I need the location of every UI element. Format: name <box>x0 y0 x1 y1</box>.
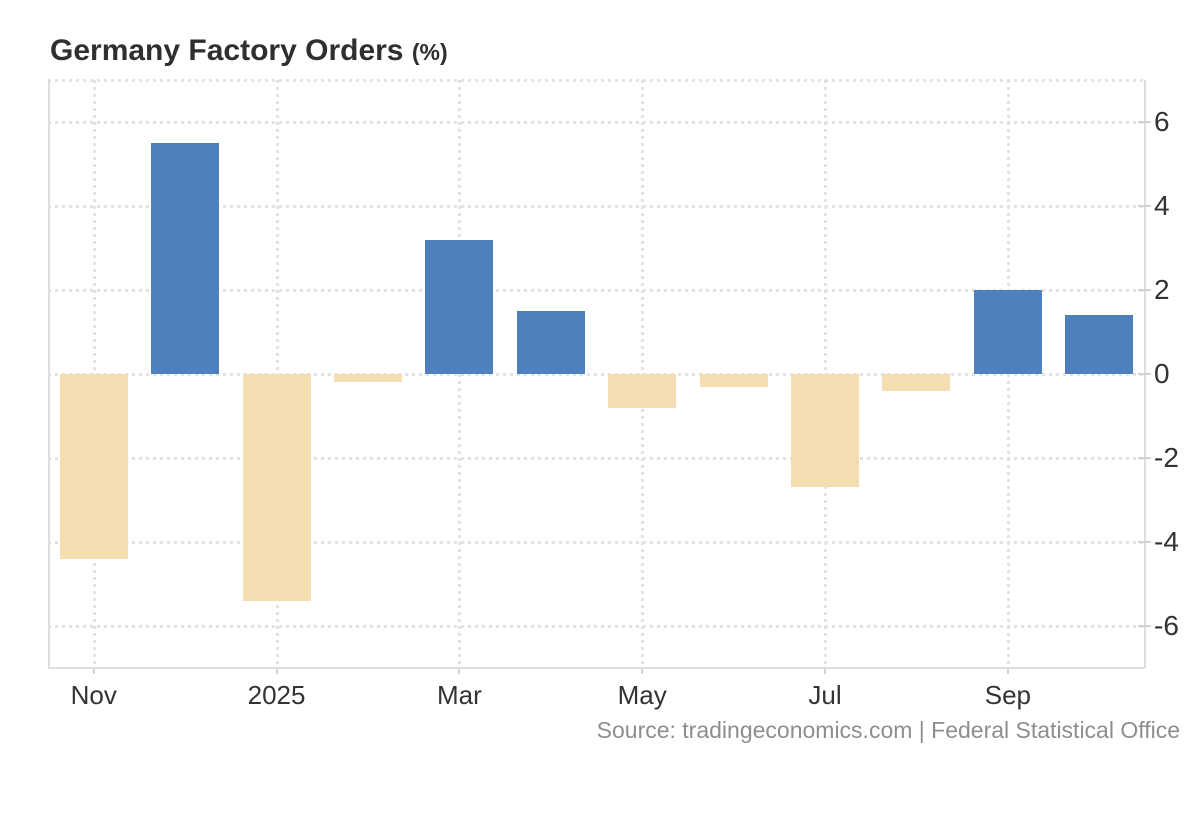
source-attribution: Source: tradingeconomics.com | Federal S… <box>596 717 1180 743</box>
plot-top-border <box>48 79 1145 82</box>
bar-apr-2025[interactable] <box>516 311 585 374</box>
h-gridline <box>48 289 1145 292</box>
v-gridline <box>458 80 462 668</box>
x-tick-label: Nov <box>70 680 117 710</box>
x-tick-mark <box>824 669 827 674</box>
chart-title-unit-text: (%) <box>411 39 448 65</box>
bar-nov-2024[interactable] <box>59 374 128 559</box>
plot-bottom-axis <box>48 667 1145 669</box>
h-gridline <box>48 373 1145 376</box>
y-tick-mark <box>1138 289 1151 291</box>
chart-title: Germany Factory Orders (%) <box>50 34 448 68</box>
v-gridline <box>1006 80 1010 668</box>
bar-may-2025[interactable] <box>608 374 677 408</box>
chart-title-text: Germany Factory Orders <box>50 34 404 67</box>
x-tick-mark <box>275 669 278 674</box>
y-tick-label: -6 <box>1154 610 1179 641</box>
x-tick-mark <box>458 669 461 674</box>
y-tick-label: 6 <box>1154 106 1170 137</box>
x-tick-mark <box>92 669 95 674</box>
bar-aug-2025[interactable] <box>882 374 951 391</box>
bar-mar-2025[interactable] <box>425 239 494 374</box>
y-tick-label: 0 <box>1154 358 1170 389</box>
x-tick-mark <box>641 669 644 674</box>
y-tick-mark <box>1138 625 1151 627</box>
x-tick-label: May <box>617 680 667 710</box>
h-gridline <box>48 205 1145 208</box>
h-gridline <box>48 541 1145 544</box>
y-tick-mark <box>1138 457 1151 459</box>
y-tick-mark <box>1138 373 1151 375</box>
bar-jul-2025[interactable] <box>791 374 860 488</box>
bar-oct-2025[interactable] <box>1065 315 1134 374</box>
y-tick-mark <box>1138 205 1151 207</box>
y-tick-label: 4 <box>1154 190 1170 221</box>
x-tick-label: Mar <box>436 680 482 710</box>
x-tick-mark <box>1006 669 1009 674</box>
bar-feb-2025[interactable] <box>333 374 402 383</box>
bar-jun-2025[interactable] <box>699 374 768 387</box>
y-tick-label: 2 <box>1154 274 1170 305</box>
h-gridline <box>48 625 1145 628</box>
y-tick-mark <box>1138 541 1151 543</box>
bar-jan-2025[interactable] <box>242 374 311 601</box>
plot-left-border <box>48 80 50 668</box>
x-tick-label: Jul <box>808 680 842 710</box>
h-gridline <box>48 457 1145 460</box>
x-tick-label: Sep <box>984 680 1032 710</box>
bar-dec-2024[interactable] <box>151 143 220 374</box>
y-tick-mark <box>1138 121 1151 123</box>
y-tick-label: -2 <box>1154 442 1179 473</box>
y-tick-label: -4 <box>1154 526 1179 557</box>
h-gridline <box>48 121 1145 124</box>
bar-sep-2025[interactable] <box>973 290 1042 374</box>
x-tick-label: 2025 <box>247 680 306 710</box>
